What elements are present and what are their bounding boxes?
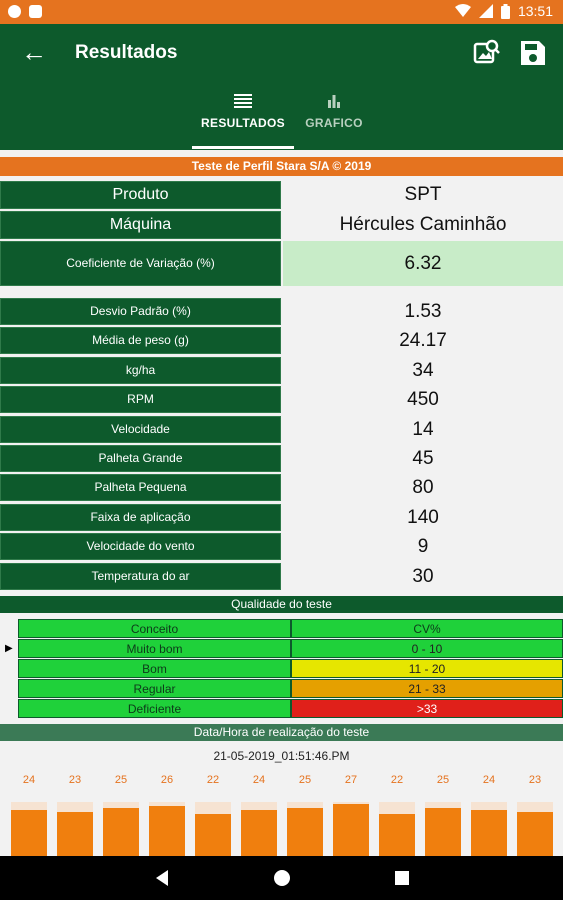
notification-icon (8, 5, 21, 18)
chart-bar (11, 810, 47, 856)
bar-value-label: 25 (114, 774, 128, 786)
metric-label: Temperatura do ar (0, 562, 281, 590)
quality-row: Regular 21 - 33 (18, 679, 563, 698)
bar-value-label: 27 (344, 774, 358, 786)
list-icon (234, 94, 252, 108)
tab-resultados[interactable]: RESULTADOS (192, 88, 294, 150)
chart-bar (287, 808, 323, 856)
quality-header-cv: CV% (291, 619, 563, 638)
quality-header-row: Conceito CV% (18, 619, 563, 638)
bar-value-label: 26 (160, 774, 174, 786)
bar-value-label: 25 (436, 774, 450, 786)
metric-value: 80 (412, 477, 434, 499)
metric-label: Palheta Pequena (0, 474, 281, 502)
metric-label: Velocidade do vento (0, 533, 281, 561)
quality-concept: Deficiente (18, 699, 291, 718)
signal-icon (478, 4, 493, 18)
bar-value-label: 24 (252, 774, 266, 786)
machine-value: Hércules Caminhão (339, 214, 507, 235)
status-bar: 13:51 (0, 0, 563, 24)
chart-bar (517, 812, 553, 856)
metric-value: 14 (412, 418, 434, 440)
chart-bar (333, 804, 369, 856)
quality-title: Qualidade do teste (0, 596, 563, 613)
datetime-value: 21-05-2019_01:51:46.PM (213, 749, 350, 763)
quality-row: Muito bom 0 - 10 (18, 639, 563, 658)
cv-value: 6.32 (283, 241, 563, 286)
metric-value: 30 (412, 565, 434, 587)
quality-concept: Bom (18, 659, 291, 678)
tab-indicator (192, 146, 294, 149)
bar-value-label: 24 (482, 774, 496, 786)
nav-home-icon[interactable] (272, 868, 292, 888)
weight-bar-chart: 24 23 25 26 22 24 25 27 22 25 24 23 (0, 768, 563, 856)
battery-icon (500, 3, 510, 19)
system-nav-bar (0, 856, 563, 900)
bar-chart-icon (328, 95, 340, 108)
image-search-icon[interactable] (472, 38, 502, 68)
metric-label: Palheta Grande (0, 445, 281, 472)
metric-value: 9 (417, 536, 429, 558)
metric-value: 45 (412, 448, 434, 469)
product-label: Produto (0, 181, 281, 209)
quality-header-concept: Conceito (18, 619, 291, 638)
bar-value-label: 23 (528, 774, 542, 786)
quality-range: 0 - 10 (291, 639, 563, 658)
bar-value-label: 22 (206, 774, 220, 786)
tab-grafico[interactable]: GRAFICO (298, 88, 370, 150)
metric-label: kg/ha (0, 356, 281, 384)
chart-bar (57, 812, 93, 856)
bar-value-label: 24 (22, 774, 36, 786)
metric-label: Média de peso (g) (0, 327, 281, 355)
metric-label: Desvio Padrão (%) (0, 298, 281, 325)
save-icon[interactable] (518, 38, 548, 68)
status-time: 13:51 (517, 3, 553, 19)
tab-resultados-label: RESULTADOS (201, 116, 285, 130)
metric-value: 140 (407, 506, 439, 528)
page-title: Resultados (75, 42, 178, 63)
chart-bar (379, 814, 415, 856)
chart-bar (471, 810, 507, 856)
machine-label: Máquina (0, 211, 281, 239)
metric-value: 24.17 (399, 330, 447, 352)
chart-bar (149, 806, 185, 856)
quality-concept: Regular (18, 679, 291, 698)
bar-value-label: 23 (68, 774, 82, 786)
bar-value-label: 22 (390, 774, 404, 786)
cv-label: Coeficiente de Variação (%) (0, 241, 281, 286)
nav-recents-icon[interactable] (392, 868, 412, 888)
chart-bar (103, 808, 139, 856)
chart-bar (241, 810, 277, 856)
chart-bar (195, 814, 231, 856)
metric-value: 34 (412, 359, 434, 381)
chart-bar (425, 808, 461, 856)
quality-range: >33 (291, 699, 563, 718)
quality-row: Deficiente >33 (18, 699, 563, 718)
quality-range: 21 - 33 (291, 679, 563, 698)
metric-label: Faixa de aplicação (0, 503, 281, 531)
quality-range: 11 - 20 (291, 659, 563, 678)
product-value: SPT (404, 184, 442, 205)
metric-label: RPM (0, 386, 281, 414)
quality-concept: Muito bom (18, 639, 291, 658)
tab-grafico-label: GRAFICO (305, 116, 363, 130)
datetime-title: Data/Hora de realização do teste (0, 724, 563, 741)
quality-row: Bom 11 - 20 (18, 659, 563, 678)
test-banner: Teste de Perfil Stara S/A © 2019 (0, 157, 563, 176)
back-arrow-icon[interactable]: ← (21, 37, 47, 67)
metric-value: 1.53 (404, 301, 442, 322)
sd-card-icon (29, 5, 42, 18)
wifi-icon (454, 4, 471, 17)
row-pointer-icon: ▶ (5, 643, 13, 654)
app-bar: ← Resultados RESULTADOS GRAFICO (0, 24, 563, 150)
metric-label: Velocidade (0, 415, 281, 443)
nav-back-icon[interactable] (152, 868, 172, 888)
bar-value-label: 25 (298, 774, 312, 786)
metric-value: 450 (407, 389, 439, 411)
